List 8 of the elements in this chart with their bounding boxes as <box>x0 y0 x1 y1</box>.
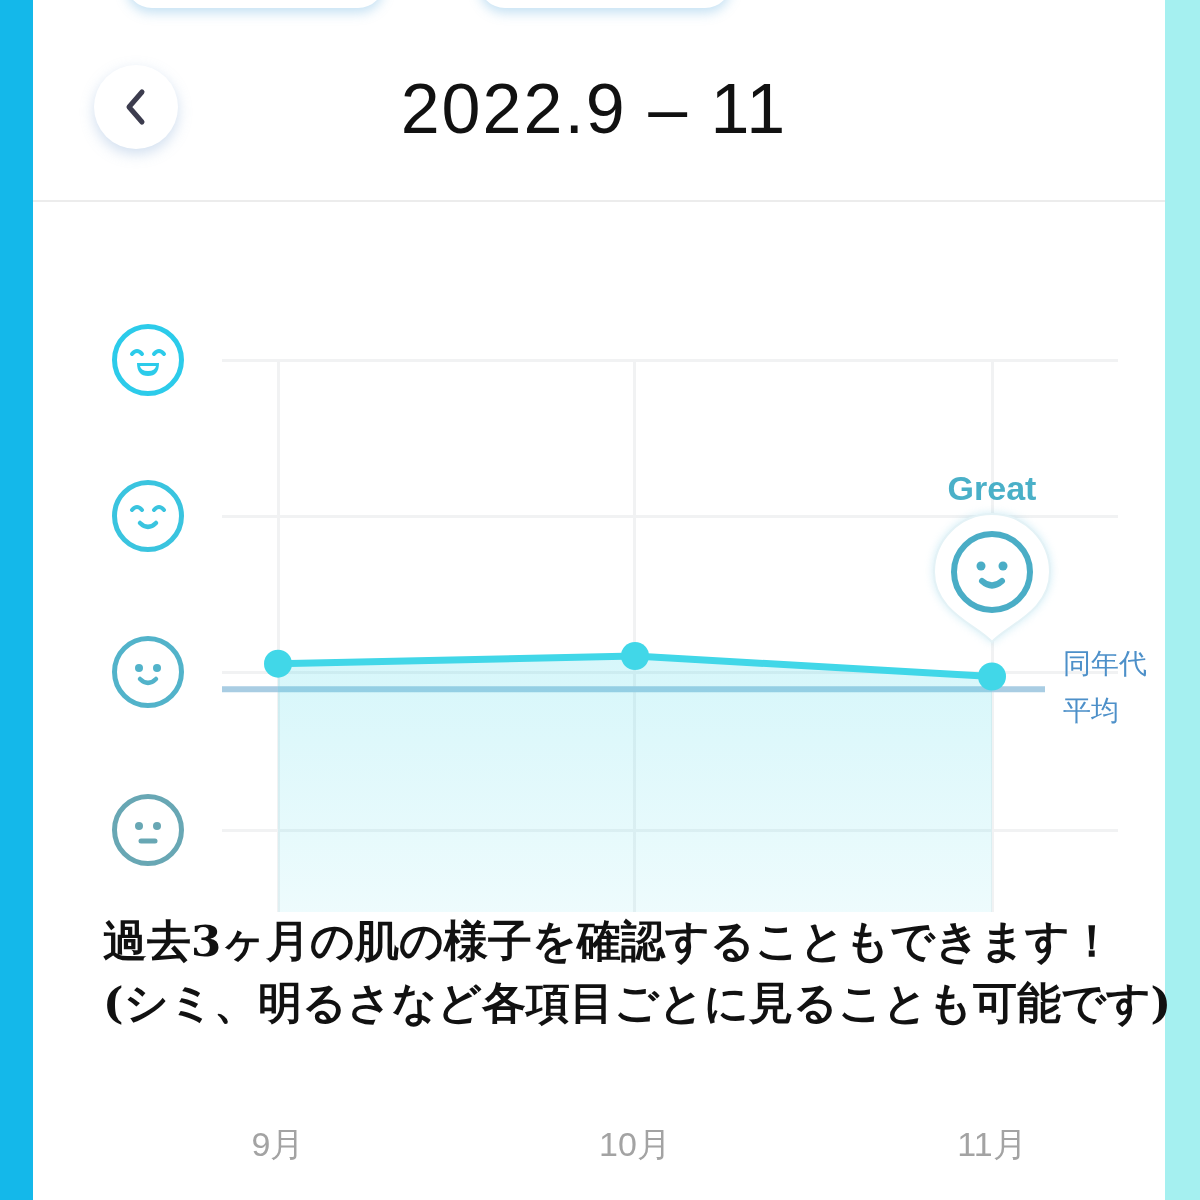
x-tick-label: 10月 <box>599 1124 671 1163</box>
text: (シミ、明るさなど各項目ごとに見ることも可能です) <box>103 976 1173 1030</box>
text: 過去3ヶ月の肌の様子を確認することもできます！ <box>103 914 1116 968</box>
ref-line-label: 同年代平均 <box>1063 647 1147 728</box>
x-tick-label: 11月 <box>957 1124 1027 1163</box>
text: Great <box>947 468 1037 507</box>
x-tick-label: 9月 <box>251 1124 305 1163</box>
chart-title: 2022.9 – 11 <box>399 70 789 148</box>
